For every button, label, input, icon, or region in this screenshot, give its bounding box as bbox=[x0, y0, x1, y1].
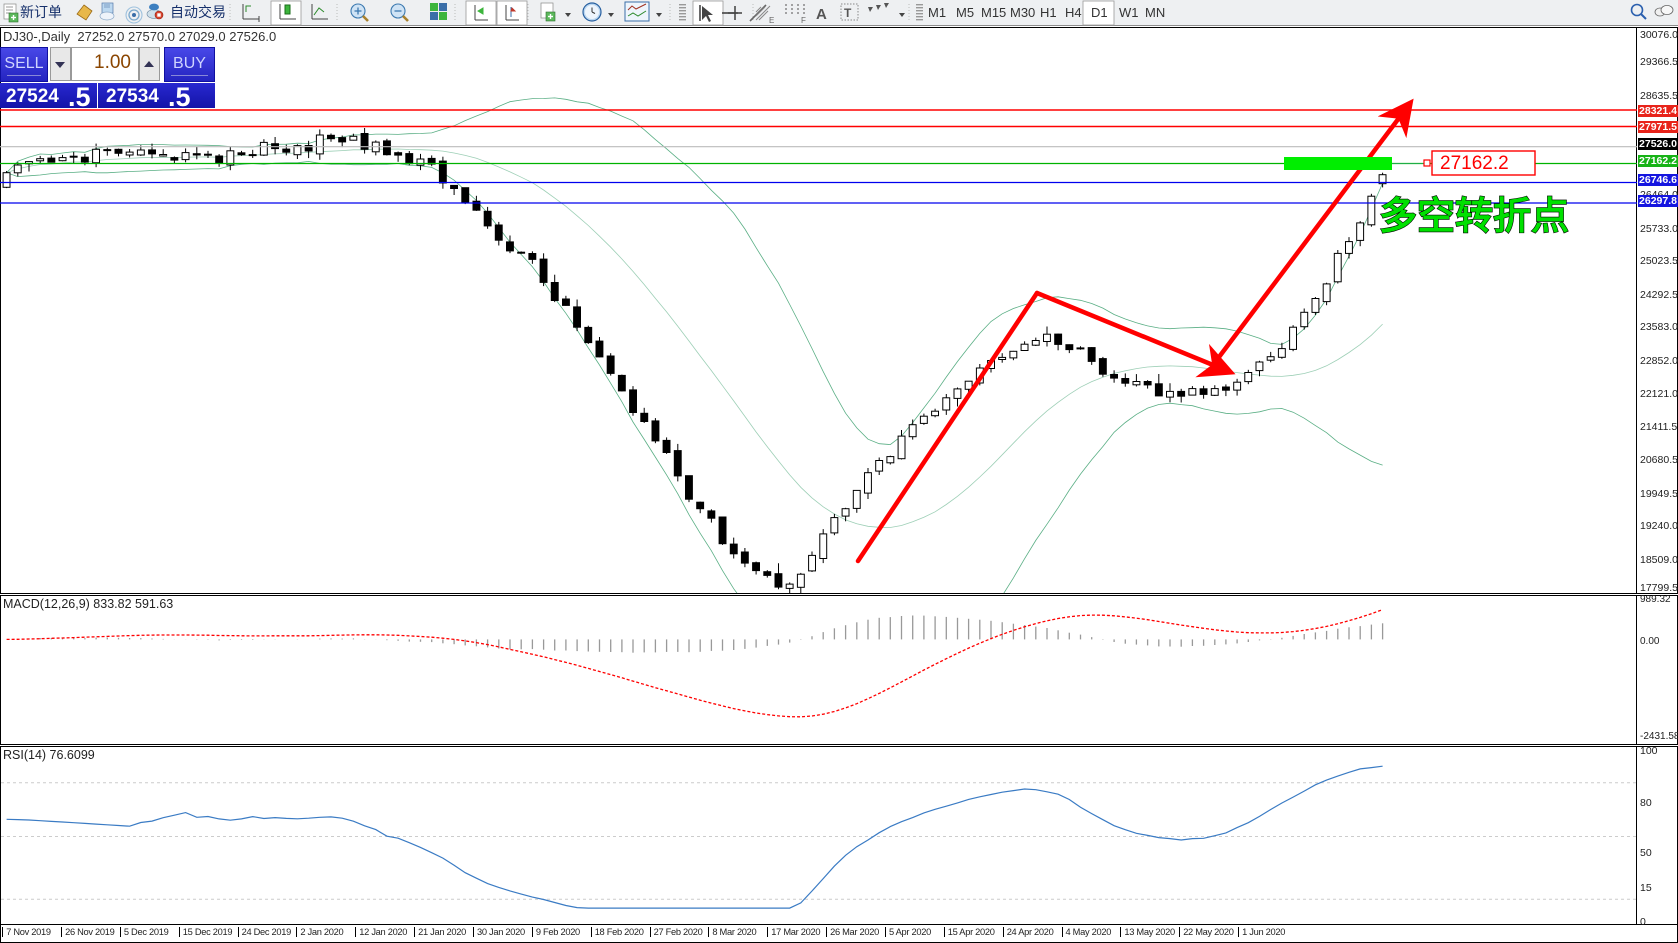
svg-text:27162.2: 27162.2 bbox=[1440, 153, 1509, 174]
svg-text:多空转折点: 多空转折点 bbox=[1379, 196, 1569, 238]
